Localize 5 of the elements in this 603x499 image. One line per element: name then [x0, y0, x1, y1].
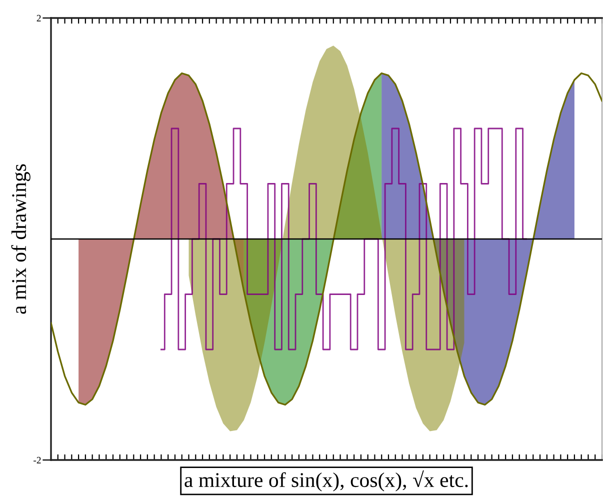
x-axis-title: a mixture of sin(x), cos(x), √x etc. [184, 470, 468, 492]
y-tick-label: 2 [36, 14, 41, 22]
y-axis-title: a mix of drawings [11, 164, 30, 314]
line-series [51, 72, 602, 406]
y-tick-label: -2 [34, 456, 41, 464]
